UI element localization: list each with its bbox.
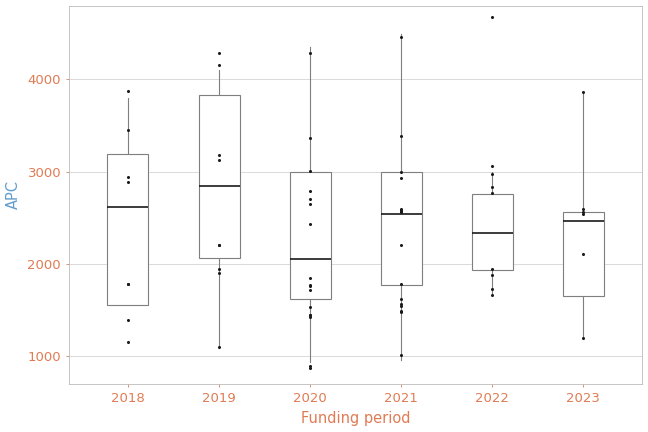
Bar [108, 154, 148, 305]
Bar [472, 194, 513, 270]
Bar [198, 95, 240, 258]
X-axis label: Funding period: Funding period [301, 411, 410, 426]
Bar [290, 172, 330, 299]
Bar [380, 172, 422, 285]
Bar [562, 212, 604, 296]
Y-axis label: APC: APC [6, 180, 21, 209]
